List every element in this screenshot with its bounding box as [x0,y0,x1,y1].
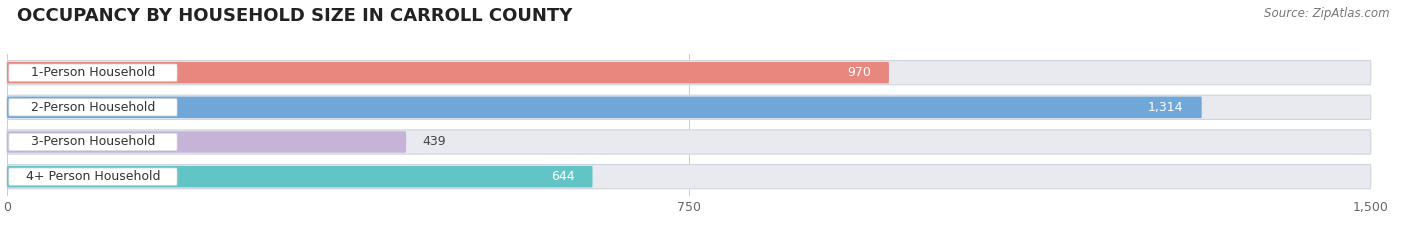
Text: OCCUPANCY BY HOUSEHOLD SIZE IN CARROLL COUNTY: OCCUPANCY BY HOUSEHOLD SIZE IN CARROLL C… [17,7,572,25]
FancyBboxPatch shape [7,131,406,153]
Text: 3-Person Household: 3-Person Household [31,135,155,148]
FancyBboxPatch shape [8,99,177,116]
Text: 439: 439 [423,135,446,148]
FancyBboxPatch shape [8,133,177,151]
Text: 1-Person Household: 1-Person Household [31,66,155,79]
FancyBboxPatch shape [7,164,1371,189]
FancyBboxPatch shape [7,95,1371,120]
FancyBboxPatch shape [7,62,889,83]
FancyBboxPatch shape [7,166,592,187]
Text: Source: ZipAtlas.com: Source: ZipAtlas.com [1264,7,1389,20]
Text: 1,314: 1,314 [1149,101,1184,114]
Text: 4+ Person Household: 4+ Person Household [25,170,160,183]
FancyBboxPatch shape [8,64,177,81]
FancyBboxPatch shape [8,168,177,185]
Text: 2-Person Household: 2-Person Household [31,101,155,114]
FancyBboxPatch shape [7,96,1202,118]
Text: 644: 644 [551,170,575,183]
Text: 970: 970 [846,66,870,79]
FancyBboxPatch shape [7,130,1371,154]
FancyBboxPatch shape [7,61,1371,85]
